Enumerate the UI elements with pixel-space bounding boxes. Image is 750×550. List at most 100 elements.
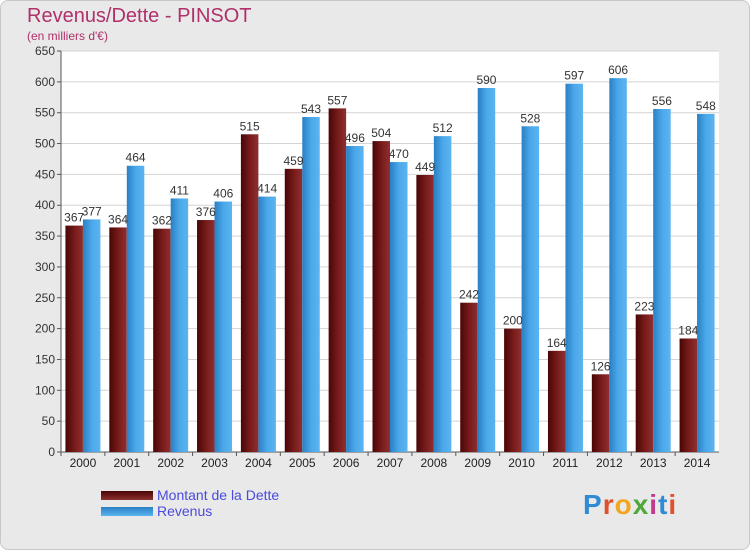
bar-revenus [565, 83, 583, 452]
data-label-dette: 557 [327, 93, 347, 107]
data-label-revenus: 406 [213, 187, 233, 201]
data-label-dette: 449 [415, 160, 435, 174]
data-label-revenus: 411 [170, 183, 189, 197]
x-tick-label: 2006 [333, 456, 360, 470]
logo-letter: t [658, 489, 669, 520]
data-label-revenus: 528 [520, 111, 540, 125]
y-tick-label: 300 [35, 260, 55, 274]
bar-dette [679, 338, 698, 452]
bar-dette [153, 228, 171, 452]
x-tick-label: 2012 [596, 456, 623, 470]
bar-revenus [653, 108, 671, 452]
y-tick-label: 0 [48, 445, 55, 459]
bar-dette [547, 350, 566, 452]
data-label-revenus: 496 [345, 131, 365, 145]
legend-label-dette: Montant de la Dette [157, 487, 280, 503]
data-label-revenus: 597 [564, 69, 584, 83]
x-tick-label: 2005 [289, 456, 316, 470]
x-tick-label: 2011 [553, 456, 579, 470]
y-tick-label: 650 [35, 44, 55, 58]
legend-label-revenus: Revenus [157, 503, 213, 519]
data-label-dette: 126 [591, 359, 611, 373]
data-label-dette: 459 [284, 154, 304, 168]
data-label-revenus: 548 [696, 99, 716, 113]
x-tick-label: 2010 [508, 456, 535, 470]
x-tick-label: 2014 [684, 456, 711, 470]
y-tick-label: 400 [35, 198, 55, 212]
bar-revenus [697, 113, 715, 453]
logo-letter: o [614, 489, 633, 520]
bar-revenus [214, 201, 233, 452]
data-label-dette: 504 [371, 126, 391, 140]
proxiti-logo: Proxiti [583, 489, 677, 521]
bar-dette [109, 227, 127, 452]
data-label-revenus: 377 [82, 204, 102, 218]
x-tick-label: 2001 [113, 456, 140, 470]
data-label-revenus: 590 [476, 73, 496, 87]
logo-letter: P [583, 489, 603, 520]
data-label-revenus: 512 [433, 121, 453, 135]
bar-revenus [346, 146, 364, 452]
bar-revenus [82, 219, 101, 452]
bar-revenus [609, 78, 627, 452]
data-label-dette: 200 [503, 314, 523, 328]
y-tick-label: 200 [35, 322, 55, 336]
data-label-revenus: 606 [608, 63, 628, 77]
bar-dette [197, 220, 215, 452]
data-label-dette: 164 [547, 336, 567, 350]
data-label-dette: 362 [152, 214, 172, 228]
data-label-dette: 184 [678, 323, 698, 337]
bar-revenus [477, 88, 496, 452]
x-tick-label: 2008 [421, 456, 448, 470]
bar-revenus [521, 126, 540, 452]
y-tick-label: 350 [35, 229, 55, 243]
data-label-dette: 223 [634, 299, 654, 313]
data-label-dette: 515 [240, 119, 260, 133]
bar-revenus [258, 196, 276, 452]
y-tick-label: 550 [35, 106, 55, 120]
bar-revenus [170, 198, 189, 452]
data-label-dette: 376 [196, 205, 216, 219]
bar-revenus [302, 117, 320, 452]
data-label-revenus: 543 [301, 102, 321, 116]
bar-revenus [390, 162, 408, 453]
x-tick-label: 2007 [377, 456, 404, 470]
bar-dette [504, 328, 522, 452]
bar-revenus [126, 165, 145, 453]
legend-swatch-dette [101, 491, 153, 500]
bar-dette [240, 134, 259, 453]
bar-dette [591, 374, 610, 452]
bar-dette [460, 302, 478, 452]
y-tick-label: 500 [35, 137, 55, 151]
x-tick-label: 2000 [70, 456, 97, 470]
y-tick-label: 250 [35, 291, 55, 305]
y-tick-label: 600 [35, 75, 55, 89]
bar-dette [328, 108, 347, 453]
data-label-revenus: 470 [389, 147, 409, 161]
bar-dette [416, 175, 434, 453]
data-label-revenus: 414 [257, 182, 277, 196]
bar-dette [372, 141, 390, 452]
bar-revenus [433, 136, 452, 453]
legend-swatch-revenus [101, 507, 153, 516]
data-label-dette: 242 [459, 288, 479, 302]
logo-letter: x [632, 489, 650, 520]
bar-dette [284, 168, 303, 452]
bar-dette [635, 314, 654, 452]
y-tick-label: 150 [35, 352, 55, 366]
bar-chart: 0 50 100 150 200 250 300 350 400 450 500 550 600 650 3… [35, 44, 719, 470]
data-label-revenus: 556 [652, 94, 672, 108]
data-label-revenus: 464 [126, 151, 146, 165]
y-tick-label: 50 [42, 414, 56, 428]
logo-letter: r [602, 489, 615, 520]
x-tick-label: 2009 [464, 456, 491, 470]
chart-title: Revenus/Dette - PINSOT [27, 5, 252, 27]
x-tick-label: 2004 [245, 456, 272, 470]
bar-dette [65, 225, 83, 452]
x-tick-label: 2013 [640, 456, 667, 470]
logo-letter: i [668, 489, 678, 520]
x-tick-label: 2003 [201, 456, 228, 470]
y-tick-label: 450 [35, 167, 55, 181]
data-label-dette: 364 [108, 212, 128, 226]
